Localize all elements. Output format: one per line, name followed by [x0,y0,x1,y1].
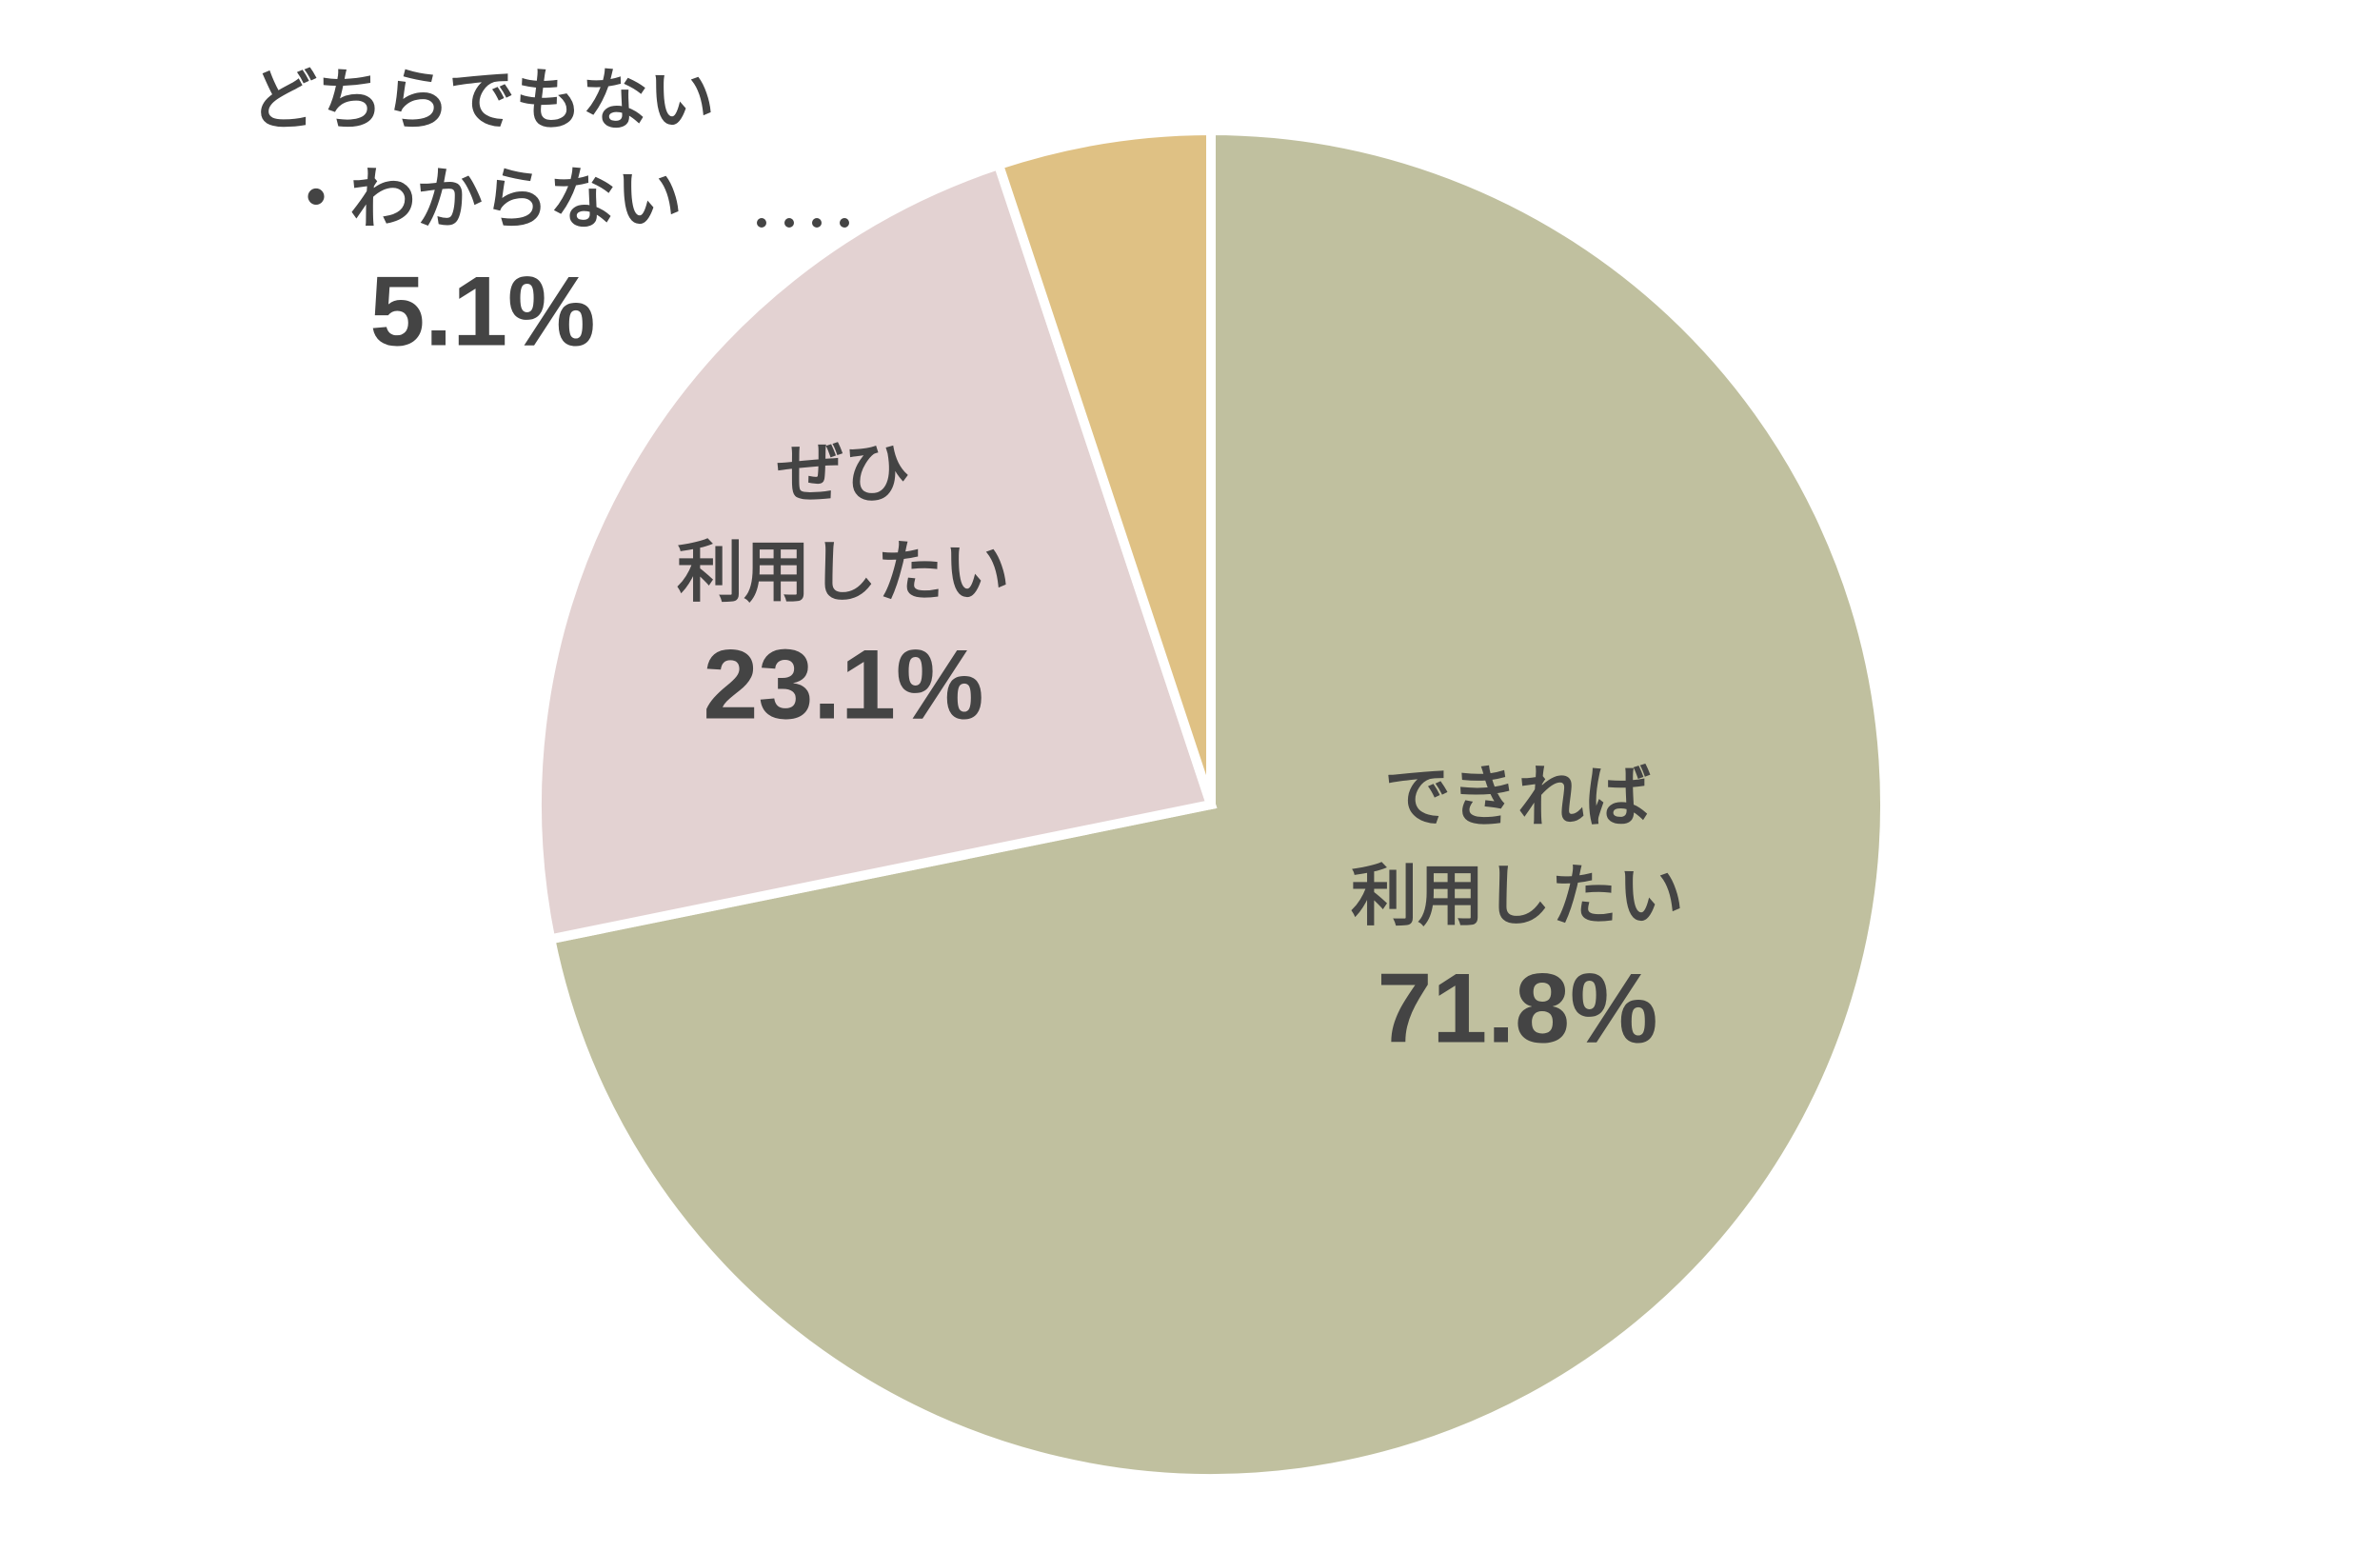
value-label: 5.1% [369,256,595,367]
pie-slice [992,125,1216,806]
pie-slice [545,125,1890,1483]
value-label: 71.8% [1378,953,1658,1064]
pie-slice [532,158,1218,945]
slice-label: ぜひ利用したい [677,434,1010,611]
label-line: どちらでもない [250,61,715,139]
slice-label: できれば利用したい [1351,758,1684,935]
label-line: ぜひ [777,434,910,512]
label-line: ・わからない [283,160,683,238]
label-line: 利用したい [1351,857,1684,935]
value-label: 23.1% [704,629,984,740]
label-line: 利用したい [677,533,1010,611]
slices [532,125,1890,1483]
slice-label: どちらでもない・わからない [250,61,715,238]
label-line: できれば [1384,758,1651,836]
